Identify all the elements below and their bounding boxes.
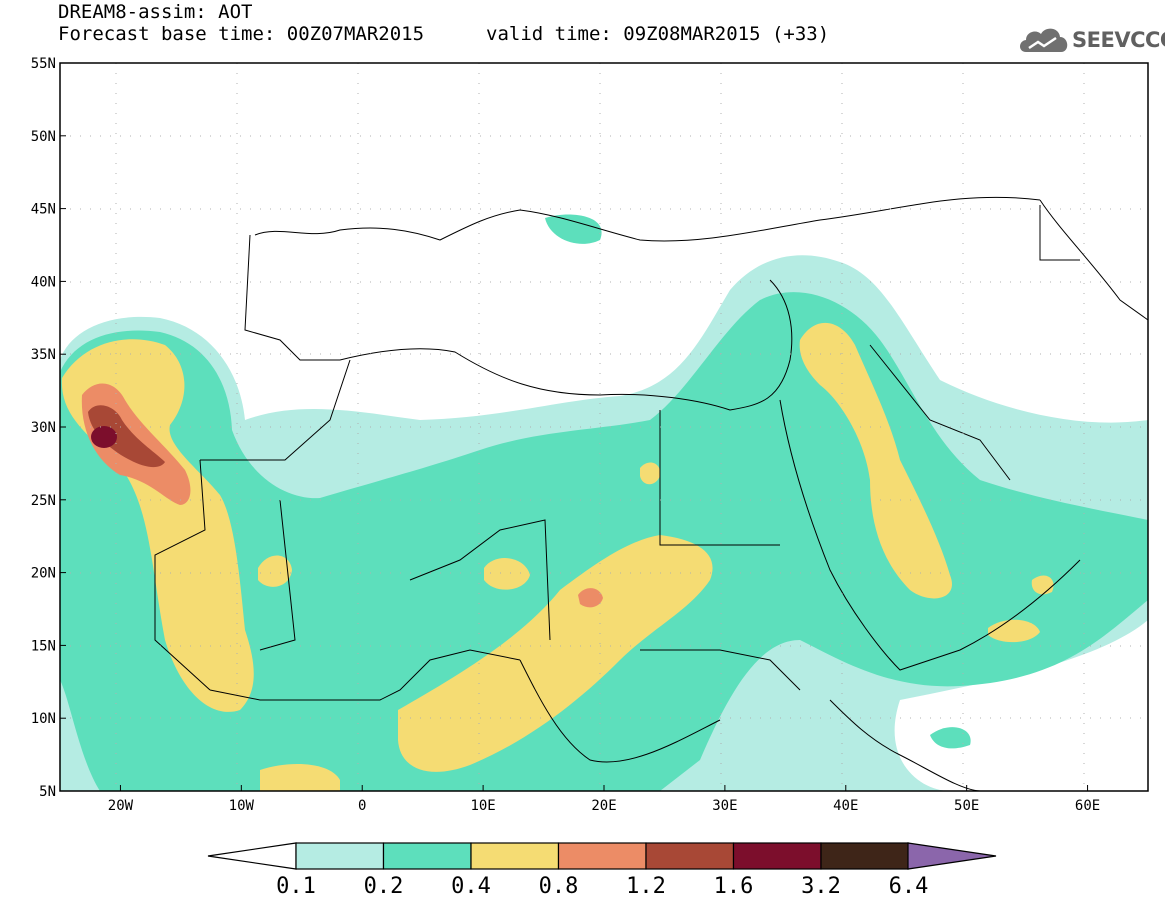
- colorbar-level-label: 0.2: [364, 874, 404, 899]
- colorbar-swatch: [382, 842, 472, 870]
- valid-time: valid time: 09Z08MAR2015 (+33): [486, 23, 830, 45]
- colorbar-under-arrow: [207, 842, 297, 870]
- forecast-base-time: Forecast base time: 00Z07MAR2015: [58, 23, 425, 45]
- cloud-icon: [1020, 28, 1068, 52]
- lat-label: 45N: [31, 202, 56, 218]
- aot-band-1.2: [88, 405, 165, 468]
- lat-label: 5N: [39, 784, 56, 800]
- lon-label: 40E: [833, 798, 858, 814]
- colorbar: 0.1 0.2 0.4 0.8 1.2 1.6 3.2 6.4: [207, 842, 997, 899]
- lon-label: 0: [358, 798, 366, 814]
- logo-text: SEEVCCC: [1072, 28, 1165, 52]
- colorbar-swatch: [820, 842, 910, 870]
- lat-label: 35N: [31, 347, 56, 363]
- lat-label: 20N: [31, 566, 56, 582]
- lon-label: 60E: [1075, 798, 1100, 814]
- lat-label: 50N: [31, 129, 56, 145]
- lon-label: 30E: [712, 798, 737, 814]
- colorbar-swatch: [557, 842, 647, 870]
- colorbar-swatch: [732, 842, 822, 870]
- lon-label: 10W: [229, 798, 255, 814]
- colorbar-level-label: 1.6: [714, 874, 754, 899]
- colorbar-swatch: [645, 842, 735, 870]
- lat-label: 40N: [31, 274, 56, 290]
- colorbar-swatch: [295, 842, 385, 870]
- map-title: DREAM8-assim: AOT: [58, 1, 253, 23]
- aot-band-1.6: [91, 426, 117, 448]
- latitude-labels: 55N 50N 45N 40N 35N 30N 25N 20N 15N 10N 5N: [31, 56, 66, 800]
- lat-label: 15N: [31, 638, 56, 654]
- colorbar-level-label: 0.1: [276, 874, 316, 899]
- colorbar-level-label: 0.4: [451, 874, 491, 899]
- lon-label: 10E: [470, 798, 495, 814]
- aot-field: [60, 214, 1148, 791]
- lon-label: 20E: [591, 798, 616, 814]
- seevccc-logo: SEEVCCC: [1016, 22, 1165, 56]
- colorbar-level-label: 3.2: [801, 874, 841, 899]
- lon-label: 50E: [954, 798, 979, 814]
- colorbar-level-label: 6.4: [889, 874, 929, 899]
- lat-label: 30N: [31, 420, 56, 436]
- lat-label: 10N: [31, 711, 56, 727]
- colorbar-level-label: 0.8: [539, 874, 579, 899]
- colorbar-level-label: 1.2: [626, 874, 666, 899]
- coastlines-borders: [154, 196, 1148, 791]
- colorbar-over-arrow: [907, 842, 997, 870]
- lat-label: 55N: [31, 56, 56, 72]
- colorbar-swatch: [470, 842, 560, 870]
- lon-label: 20W: [108, 798, 134, 814]
- longitude-labels: 20W 10W 0 10E 20E 30E 40E 50E 60E: [108, 785, 1100, 814]
- lat-label: 25N: [31, 493, 56, 509]
